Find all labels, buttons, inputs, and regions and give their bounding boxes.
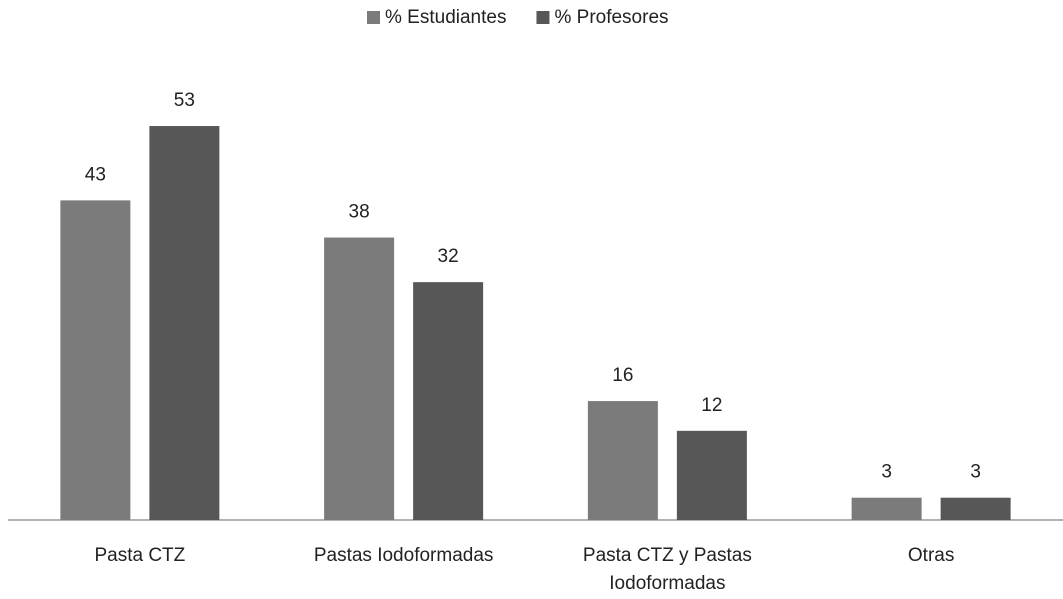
data-label: 38 (349, 202, 370, 223)
x-tick-label: Pasta CTZ y Pastas Iodoformadas (582, 545, 752, 594)
data-label: 53 (174, 90, 195, 111)
data-label: 43 (85, 164, 106, 185)
bar (940, 497, 1011, 520)
legend-swatch (367, 11, 380, 24)
legend-swatch (536, 11, 550, 24)
data-label: 3 (881, 462, 892, 483)
data-label: 12 (701, 395, 722, 416)
x-tick-label: Pasta CTZ (94, 545, 186, 566)
bar (676, 430, 747, 520)
bar (324, 237, 395, 521)
x-tick-label: Otras (907, 545, 955, 566)
legend-label: % Profesores (554, 7, 668, 28)
bar (413, 282, 484, 520)
bar (149, 126, 220, 521)
data-label: 32 (438, 246, 459, 267)
x-tick-label: Pastas Iodoformadas (313, 545, 494, 566)
bar (851, 497, 922, 520)
bar (587, 401, 658, 520)
data-label: 16 (612, 365, 633, 386)
legend-label: % Estudiantes (385, 7, 506, 28)
bar (60, 200, 131, 520)
data-label: 3 (970, 462, 981, 483)
